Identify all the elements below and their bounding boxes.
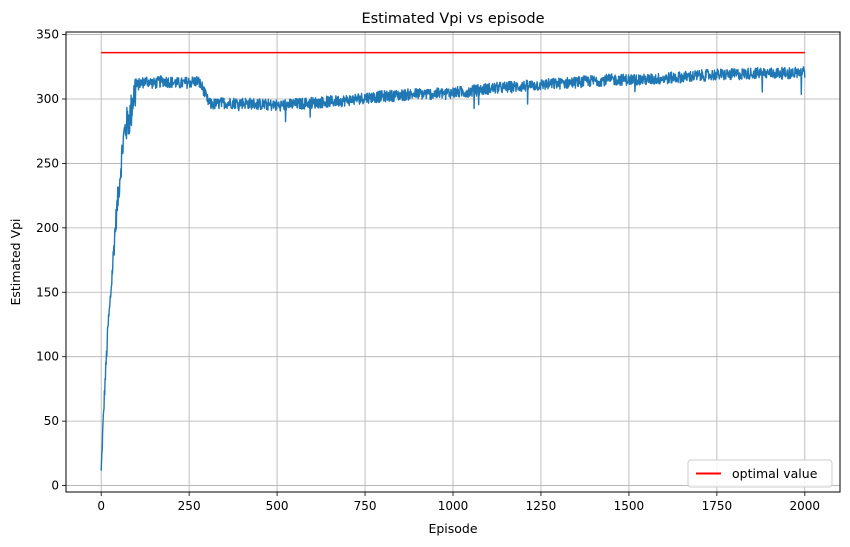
x-tick-label: 750 [354, 499, 377, 513]
x-tick-label: 1750 [702, 499, 733, 513]
x-axis-label: Episode [428, 521, 477, 536]
y-tick-label: 0 [51, 479, 59, 493]
x-tick-label: 250 [178, 499, 201, 513]
x-tick-label: 1250 [526, 499, 557, 513]
y-axis: 0 50 100 150 200 250 300 350 [36, 28, 66, 493]
x-tick-label: 1000 [438, 499, 469, 513]
y-tick-label: 250 [36, 156, 59, 170]
y-tick-label: 350 [36, 28, 59, 42]
y-tick-label: 200 [36, 221, 59, 235]
y-tick-label: 150 [36, 285, 59, 299]
legend-box [687, 459, 833, 488]
legend-label-optimal-value: optimal value [732, 466, 818, 481]
plot-area [65, 31, 841, 493]
y-axis-label: Estimated Vpi [8, 218, 23, 305]
y-tick-label: 100 [36, 350, 59, 364]
x-tick-label: 0 [97, 499, 105, 513]
x-tick-label: 500 [266, 499, 289, 513]
x-tick-label: 2000 [790, 499, 821, 513]
series-line-estimated-vpi [100, 66, 806, 471]
x-axis: 0 250 500 750 1000 1250 1500 1750 2000 [97, 492, 820, 513]
y-tick-label: 50 [44, 414, 59, 428]
chart-title: Estimated Vpi vs episode [361, 11, 544, 27]
x-tick-label: 1500 [614, 499, 645, 513]
legend: optimal value [687, 459, 833, 488]
series-layer [100, 51, 806, 471]
grid-lines [66, 32, 840, 492]
y-tick-label: 300 [36, 92, 59, 106]
